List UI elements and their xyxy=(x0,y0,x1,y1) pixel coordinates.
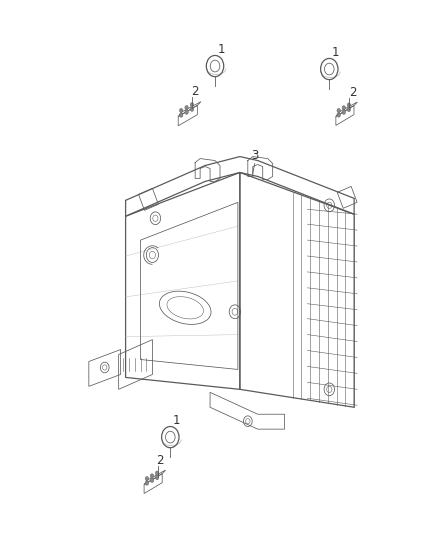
Text: 1: 1 xyxy=(173,414,180,426)
Circle shape xyxy=(190,102,194,107)
Circle shape xyxy=(342,106,346,110)
Circle shape xyxy=(337,113,340,117)
Text: 2: 2 xyxy=(156,454,163,467)
Circle shape xyxy=(180,108,183,112)
Circle shape xyxy=(145,477,148,481)
Circle shape xyxy=(185,106,188,110)
Circle shape xyxy=(347,108,351,112)
Circle shape xyxy=(145,481,148,485)
Circle shape xyxy=(180,113,183,117)
Circle shape xyxy=(150,474,154,478)
Circle shape xyxy=(155,471,159,475)
Text: 2: 2 xyxy=(349,86,356,99)
Circle shape xyxy=(347,103,351,107)
Text: 2: 2 xyxy=(191,85,198,98)
Circle shape xyxy=(337,108,340,112)
Text: 1: 1 xyxy=(218,43,225,55)
Circle shape xyxy=(150,478,154,482)
Circle shape xyxy=(155,475,159,480)
Circle shape xyxy=(190,107,194,111)
Circle shape xyxy=(185,110,188,115)
Text: 1: 1 xyxy=(332,45,339,59)
Circle shape xyxy=(342,110,346,115)
Text: 3: 3 xyxy=(251,149,258,162)
